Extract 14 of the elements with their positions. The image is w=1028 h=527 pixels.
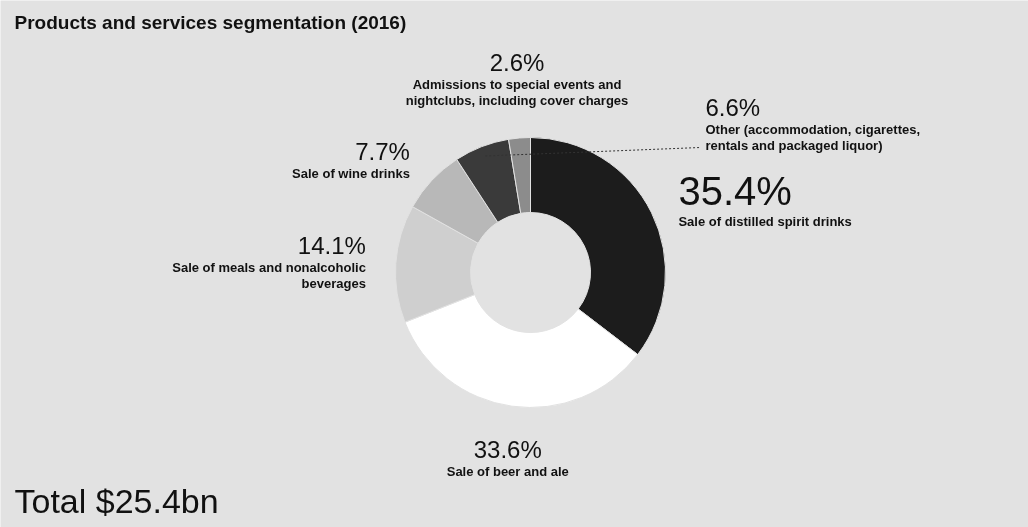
data-label: 6.6% [705, 93, 761, 121]
slice-label: Sale of meals and nonalcoholic beverages [172, 260, 366, 292]
data-label: 7.7% [355, 138, 410, 166]
slice-label: Sale of beer and ale [446, 463, 569, 479]
data-label: 33.6% [473, 435, 542, 463]
text: Total $25.4bn [14, 481, 219, 520]
slice-label: Admissions to special events and nightclubs, including cover charges [405, 77, 629, 109]
slice-label: Sale of distilled spirit drinks [678, 213, 852, 229]
slice-label: Other (accommodation, cigarettes, rentals and packaged liquor) [705, 121, 921, 153]
data-label: 2.6% [489, 49, 545, 77]
data-label: 14.1% [297, 232, 366, 260]
slice-label: Sale of wine drinks [292, 166, 410, 182]
chart-title: Products and services segmentation (2016) [14, 11, 407, 33]
data-label: 35.4% [678, 168, 792, 213]
